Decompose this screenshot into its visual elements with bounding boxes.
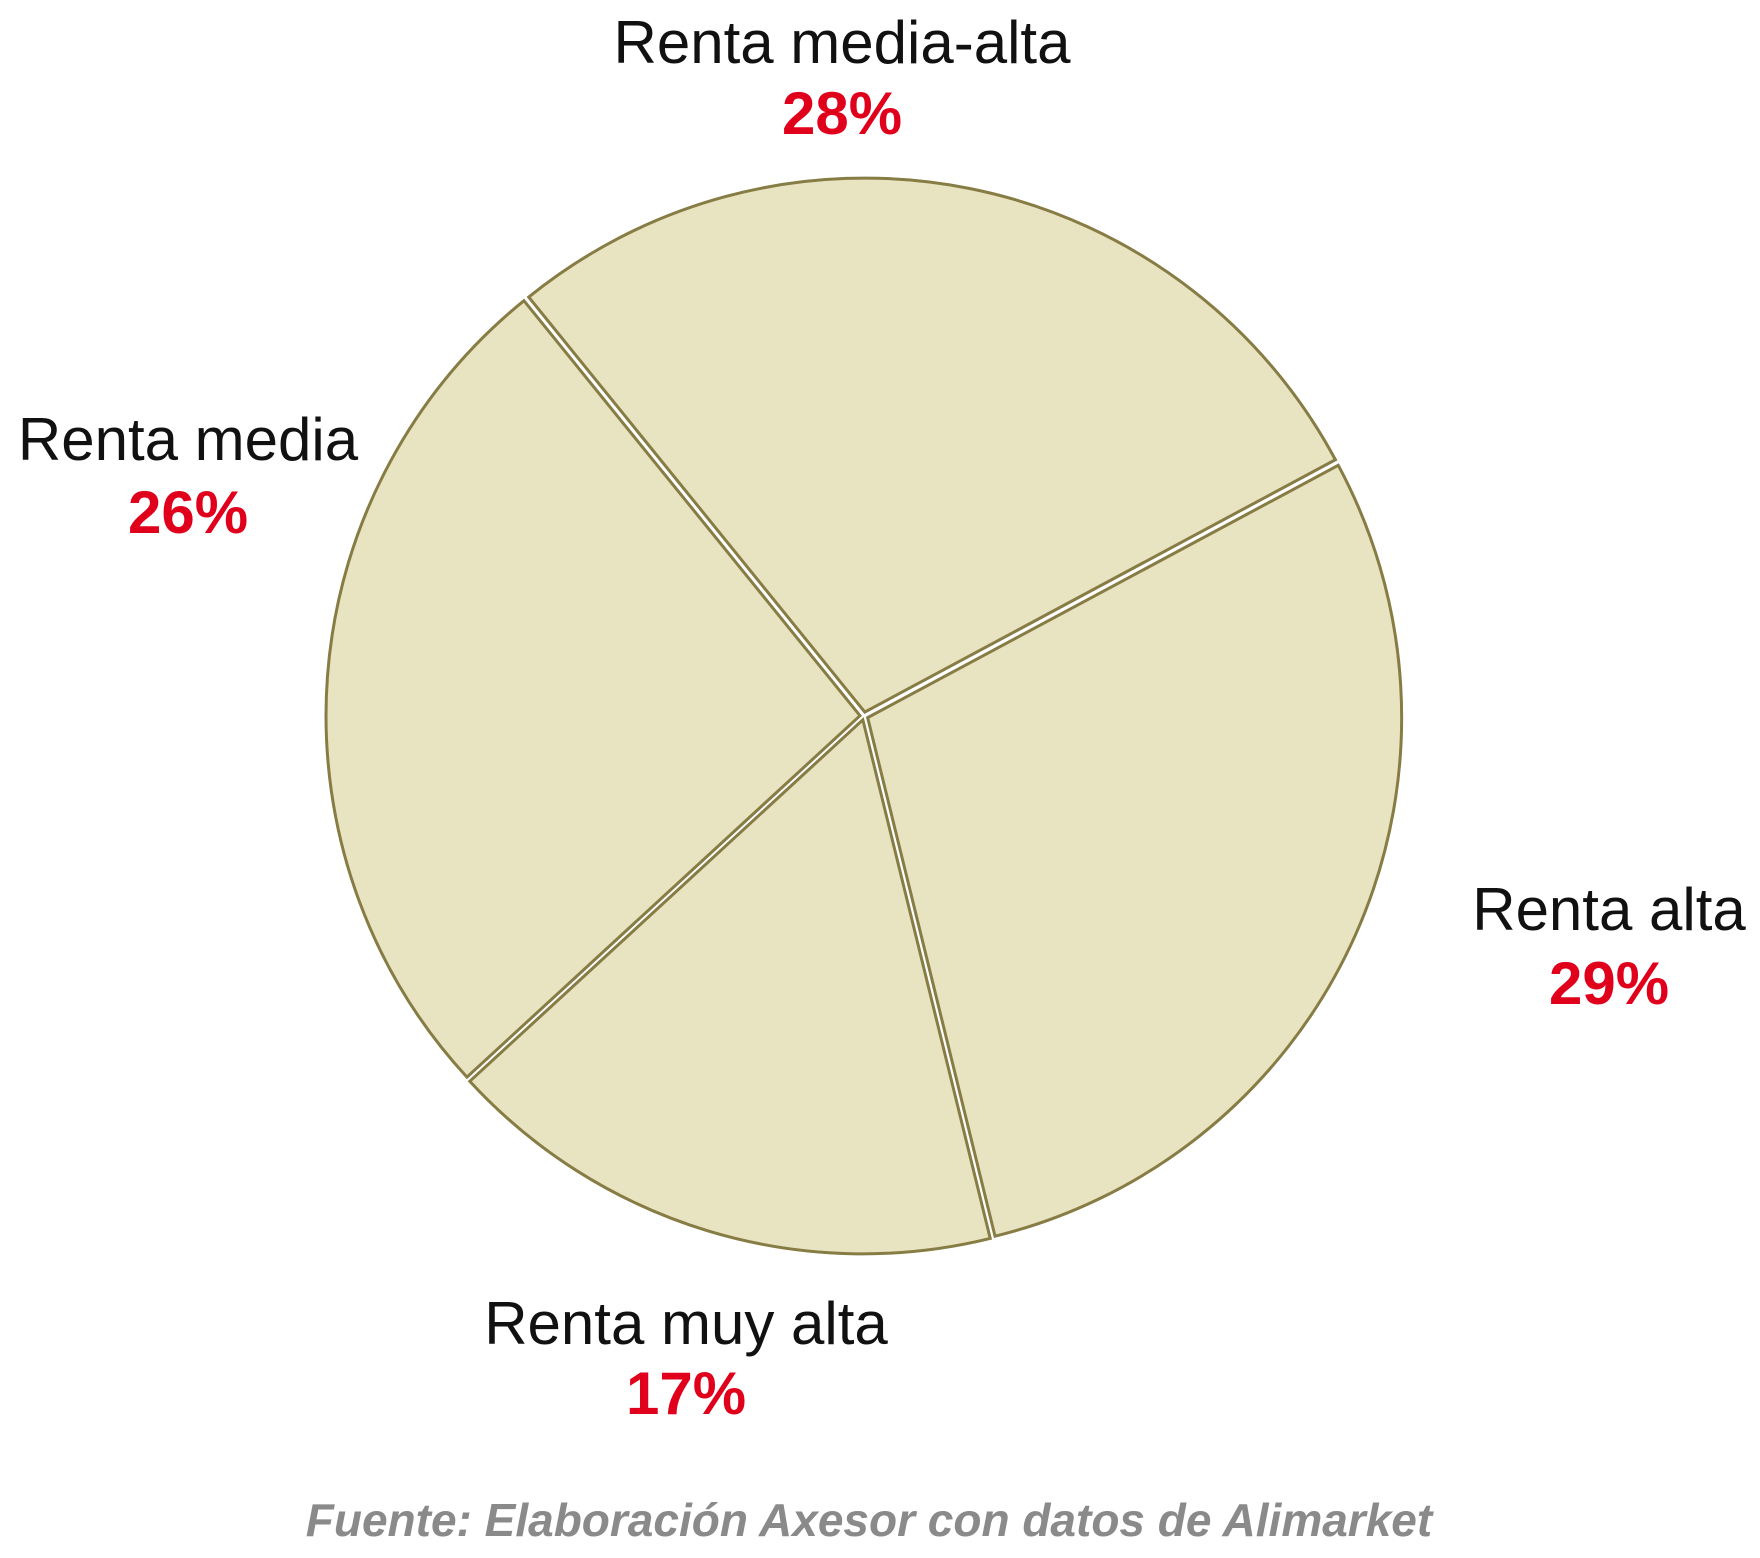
pie [324,176,1404,1256]
slice-label: Renta media [18,406,359,473]
value-label: 29% [1549,950,1669,1017]
value-label: 26% [128,479,248,546]
slice-label: Renta media-alta [614,9,1072,76]
source-note: Fuente: Elaboración Axesor con datos de … [306,1494,1434,1546]
slice-label: Renta alta [1472,876,1746,943]
value-label: 28% [782,80,902,147]
pie-slice [324,298,863,1080]
pie-slice [526,176,1338,714]
pie-slice [865,463,1404,1239]
slice-label: Renta muy alta [484,1290,888,1357]
pie-slice [467,717,993,1256]
value-label: 17% [626,1360,746,1427]
